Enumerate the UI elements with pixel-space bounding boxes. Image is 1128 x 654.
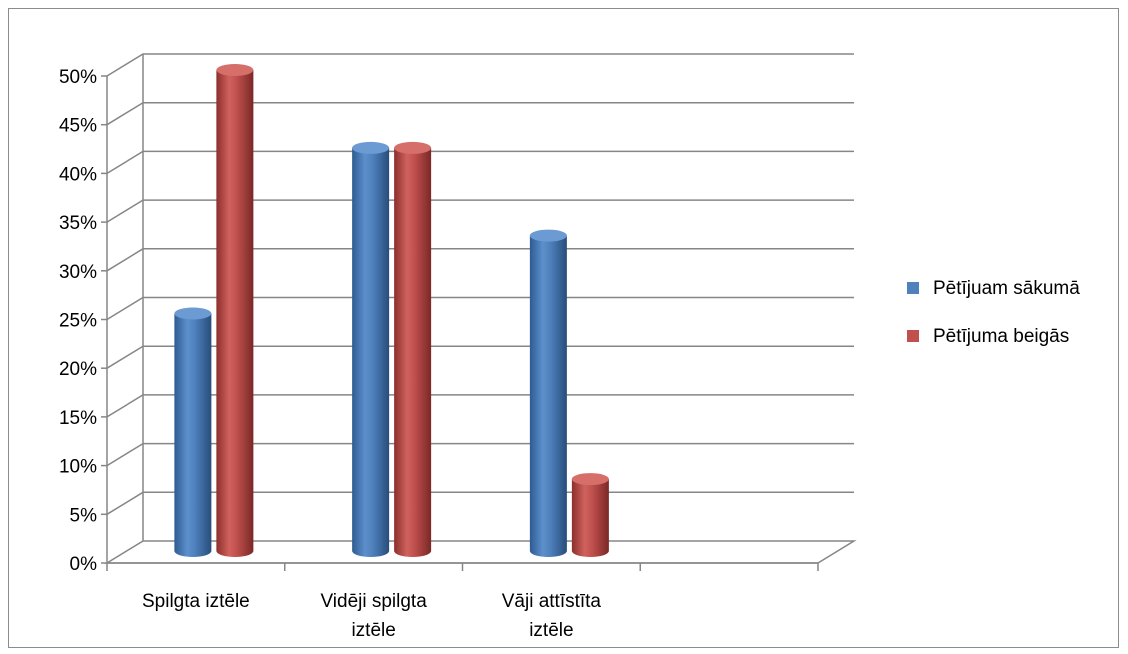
axis-labels: 0% 5% 10% 15% 20% 25% 30% 35% 40% 45% 50% Spilgta i… bbox=[59, 67, 601, 641]
bar-top bbox=[394, 141, 432, 154]
x-category-label: Spilgta iztēle bbox=[142, 591, 250, 612]
gridline bbox=[106, 442, 854, 467]
y-tick-label: 10% bbox=[59, 457, 97, 478]
gridline bbox=[106, 248, 854, 272]
y-tick-label: 40% bbox=[59, 164, 97, 185]
gridline bbox=[106, 53, 854, 77]
bar-body bbox=[529, 235, 567, 557]
gridline bbox=[106, 394, 854, 418]
legend-swatch bbox=[907, 330, 919, 342]
chart-frame: 0% 5% 10% 15% 20% 25% 30% 35% 40% 45% 50% Spilgta i… bbox=[8, 8, 1119, 648]
y-tick-label: 15% bbox=[59, 408, 97, 429]
y-tick-label: 20% bbox=[59, 359, 97, 380]
bar-top bbox=[216, 64, 254, 76]
gridline bbox=[106, 199, 854, 223]
bar-top bbox=[571, 473, 609, 486]
x-category-label: Vidēji spilgta bbox=[320, 591, 427, 612]
y-tick-label: 35% bbox=[59, 213, 97, 234]
gridline bbox=[106, 491, 854, 515]
bar-body bbox=[571, 479, 609, 557]
bar-series1 bbox=[174, 307, 212, 557]
bar-series2 bbox=[394, 141, 432, 558]
bar-body bbox=[174, 313, 212, 557]
bars bbox=[174, 64, 609, 558]
bar-top bbox=[529, 229, 567, 242]
bar-top bbox=[352, 141, 390, 154]
bar-body bbox=[216, 70, 254, 557]
legend-label: Pētījuma beigās bbox=[933, 326, 1069, 347]
legend: Pētījuam sākumā Pētījuma beigās bbox=[907, 278, 1080, 347]
y-tick-label: 50% bbox=[59, 67, 97, 88]
y-tick-label: 5% bbox=[70, 505, 98, 526]
gridline bbox=[106, 296, 854, 321]
bar-series1 bbox=[352, 141, 390, 558]
y-tick-label: 25% bbox=[59, 311, 97, 332]
bar-series1 bbox=[529, 229, 567, 557]
bar-body bbox=[394, 147, 432, 558]
y-tick-label: 45% bbox=[59, 116, 97, 137]
gridline bbox=[106, 345, 854, 369]
bar-chart: 0% 5% 10% 15% 20% 25% 30% 35% 40% 45% 50% Spilgta i… bbox=[59, 53, 1080, 641]
y-tick-label: 30% bbox=[59, 262, 97, 283]
x-category-label: Vāji attīstīta bbox=[502, 591, 602, 612]
x-category-label: iztēle bbox=[529, 620, 573, 641]
bar-top bbox=[174, 307, 212, 320]
x-category-label: iztēle bbox=[351, 620, 395, 641]
gridline bbox=[106, 101, 854, 126]
bar-series2 bbox=[571, 473, 609, 557]
axes bbox=[101, 75, 819, 571]
bar-body bbox=[352, 147, 390, 558]
y-tick-label: 0% bbox=[70, 554, 98, 575]
gridlines bbox=[104, 53, 857, 564]
legend-label: Pētījuam sākumā bbox=[933, 278, 1080, 299]
gridline bbox=[106, 150, 854, 175]
legend-swatch bbox=[907, 282, 919, 294]
bar-series2 bbox=[216, 64, 254, 557]
